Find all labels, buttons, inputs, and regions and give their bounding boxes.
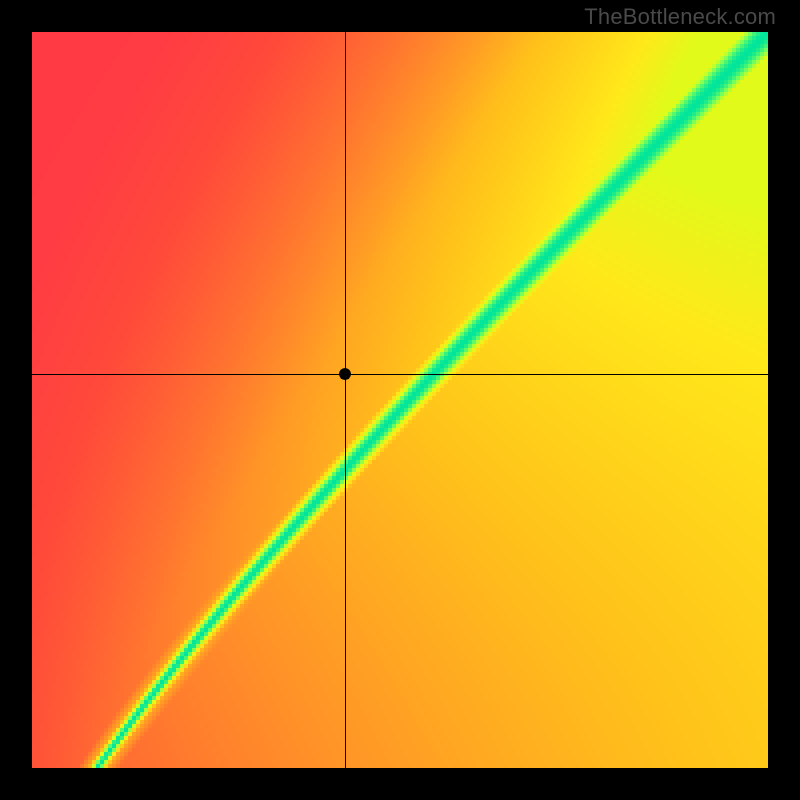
- watermark-text: TheBottleneck.com: [584, 4, 776, 30]
- crosshair-overlay: [32, 32, 768, 768]
- chart-frame: { "page": { "width": 800, "height": 800,…: [0, 0, 800, 800]
